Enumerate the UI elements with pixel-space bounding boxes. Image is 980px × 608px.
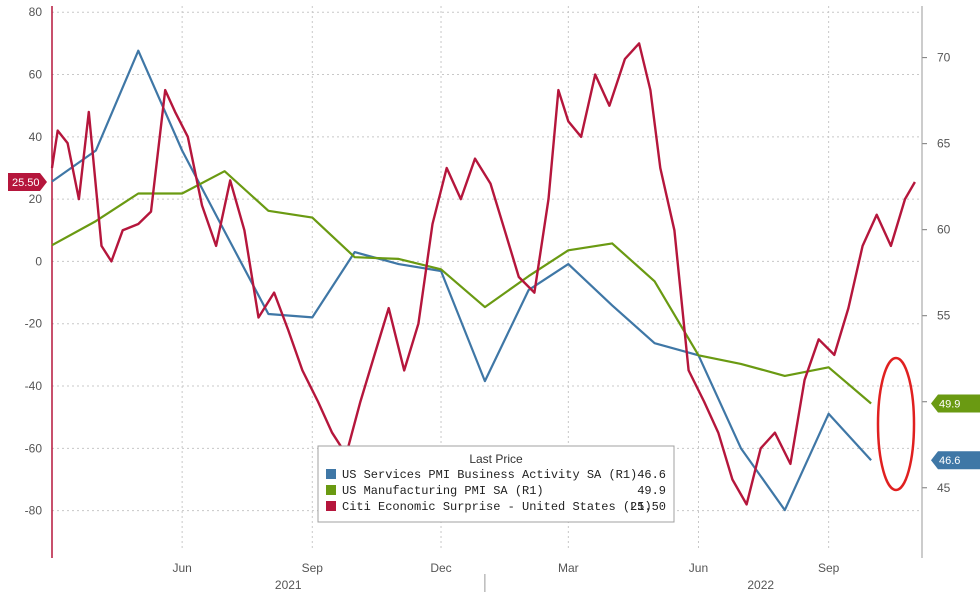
legend-value: 46.6 [637, 468, 666, 482]
x-tick-label: Jun [172, 561, 191, 575]
y-left-tick-label: -20 [25, 317, 43, 331]
y-right-tick-label: 45 [937, 481, 951, 495]
y-right-tick-label: 60 [937, 223, 951, 237]
legend: Last Price US Services PMI Business Activ… [317, 445, 675, 523]
y-right-tick-label: 65 [937, 137, 951, 151]
y-left-tick-label: 60 [29, 68, 43, 82]
legend-entry-manufacturing-pmi: US Manufacturing PMI SA (R1) 49.9 [326, 484, 666, 498]
y-left-tick-label: 80 [29, 5, 43, 19]
y-left-tick-label: -60 [25, 441, 43, 455]
last-value-tag-shape [931, 451, 980, 470]
legend-title: Last Price [469, 452, 523, 466]
last-value-tag-shape [8, 172, 47, 191]
legend-label: Citi Economic Surprise - United States (… [342, 500, 652, 514]
legend-swatch [326, 501, 336, 511]
legend-value: 49.9 [637, 484, 666, 498]
series-layer [50, 42, 916, 512]
highlight-ellipse [876, 356, 916, 492]
x-year-label: 2022 [747, 578, 774, 592]
y-right-tick-label: 70 [937, 51, 951, 65]
y-left-tick-label: -40 [25, 379, 43, 393]
last-value-tag-text: 46.6 [939, 455, 960, 467]
y-left-tick-label: 40 [29, 130, 43, 144]
last-value-tag-shape [931, 394, 980, 413]
citi-surprise-line [50, 42, 916, 506]
tag-layer: 46.6 49.9 25.50 [8, 172, 980, 470]
y-left-tick-label: 0 [35, 254, 42, 268]
legend-swatch [326, 485, 336, 495]
x-tick-label: Dec [430, 561, 451, 575]
services-pmi-line [51, 49, 872, 512]
y-left-tick-label: -80 [25, 504, 43, 518]
x-tick-label: Jun [689, 561, 708, 575]
last-value-tag-text: 49.9 [939, 398, 960, 410]
manufacturing-pmi-last-value-tag: 49.9 [931, 394, 980, 413]
legend-label: US Manufacturing PMI SA (R1) [342, 484, 544, 498]
legend-label: US Services PMI Business Activity SA (R1… [342, 468, 637, 482]
grid-layer [52, 6, 922, 548]
legend-entry-services-pmi: US Services PMI Business Activity SA (R1… [326, 468, 666, 482]
legend-swatch [326, 469, 336, 479]
services-pmi-last-value-tag: 46.6 [931, 451, 980, 470]
x-tick-label: Mar [558, 561, 579, 575]
last-value-tag-text: 25.50 [12, 177, 40, 189]
y-left-tick-label: 20 [29, 192, 43, 206]
annotation-layer [876, 356, 916, 492]
citi-surprise-last-value-tag: 25.50 [8, 172, 47, 191]
x-tick-label: Sep [302, 561, 324, 575]
manufacturing-pmi-line [51, 170, 872, 405]
legend-entry-citi-surprise: Citi Economic Surprise - United States (… [326, 500, 666, 514]
x-tick-label: Sep [818, 561, 840, 575]
y-right-tick-label: 55 [937, 309, 951, 323]
legend-value: 25.50 [630, 500, 666, 514]
x-year-label: 2021 [275, 578, 302, 592]
legend-box [317, 445, 675, 523]
